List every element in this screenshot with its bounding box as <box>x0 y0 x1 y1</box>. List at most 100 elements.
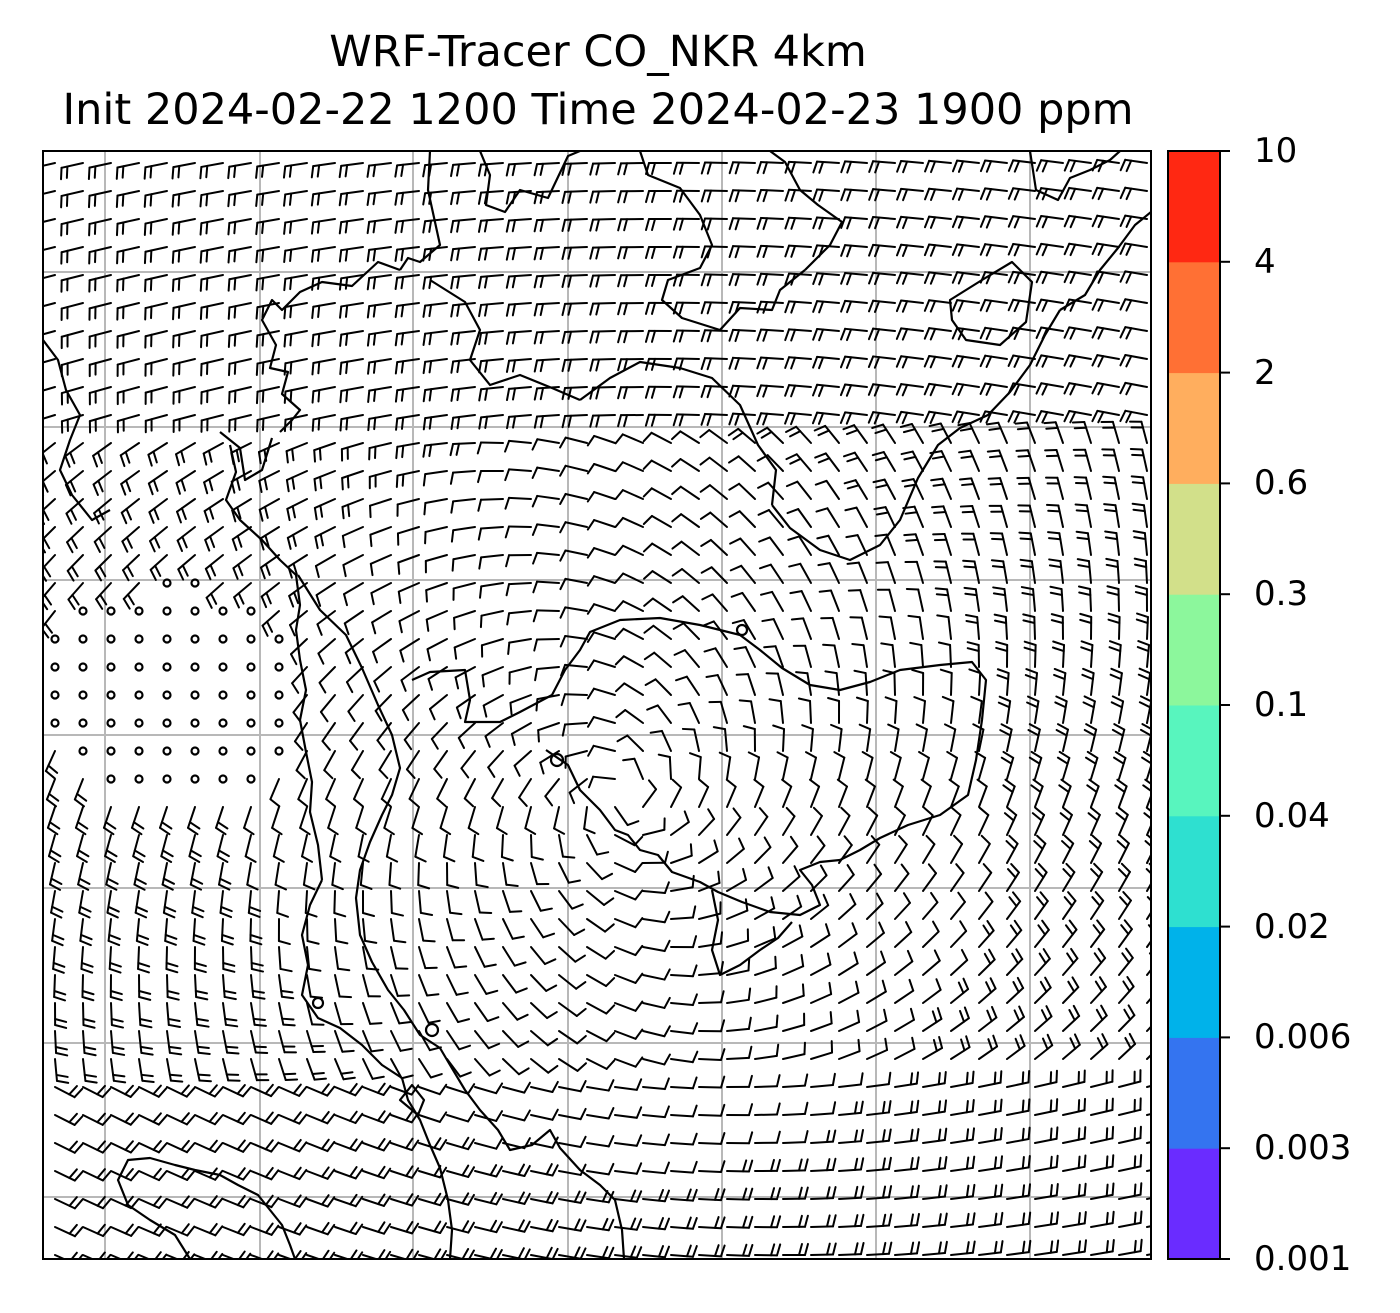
wind-barb <box>418 1083 448 1096</box>
calm-wind-circle <box>106 662 116 672</box>
wind-barb <box>54 1140 84 1154</box>
wind-barb <box>586 462 616 475</box>
wind-barb <box>810 952 832 976</box>
wind-barb <box>82 1195 112 1210</box>
wind-barb <box>60 358 84 378</box>
wind-barb <box>481 666 504 688</box>
wind-barb <box>589 162 616 176</box>
wind-barb <box>950 863 965 892</box>
wind-barb <box>824 670 840 696</box>
wind-barb <box>227 302 252 320</box>
wind-barb <box>250 1166 280 1181</box>
wind-barb <box>137 946 151 974</box>
wind-barb <box>383 806 395 836</box>
wind-barb <box>43 386 56 392</box>
wind-barb <box>904 560 924 584</box>
wind-barb <box>341 470 364 491</box>
wind-barb <box>414 834 427 863</box>
wind-barb <box>172 386 196 405</box>
wind-barb <box>222 1194 252 1209</box>
colorbar-tick-label: 4 <box>1254 241 1276 282</box>
wind-barb <box>726 1131 754 1145</box>
wind-barb <box>614 1028 644 1040</box>
wind-barb <box>418 1002 441 1024</box>
wind-barb <box>283 190 308 207</box>
wind-barb <box>1062 1097 1087 1116</box>
wind-barb <box>649 729 672 752</box>
wind-barb <box>362 1110 392 1124</box>
wind-barb <box>923 215 952 229</box>
wind-barb <box>784 272 812 286</box>
wind-barb <box>1091 214 1120 229</box>
wind-barb <box>561 414 588 429</box>
wind-barb <box>477 246 504 262</box>
wind-barb <box>505 246 532 261</box>
wind-barb <box>166 1058 184 1083</box>
wind-barb <box>1137 667 1151 696</box>
wind-barb <box>644 301 672 315</box>
wind-barb <box>817 562 840 584</box>
wind-barb <box>614 1245 643 1259</box>
wind-barb <box>1135 612 1149 640</box>
wind-barb <box>54 1002 68 1029</box>
wind-barb <box>171 190 196 208</box>
wind-barb <box>700 245 728 259</box>
wind-barb <box>418 1030 442 1052</box>
wind-barb <box>255 302 280 320</box>
wind-barb <box>362 1165 392 1180</box>
wind-barb <box>505 330 532 345</box>
wind-barb <box>728 482 756 500</box>
wind-barb <box>895 355 924 369</box>
wind-barb <box>505 274 532 289</box>
wind-barb <box>642 1105 670 1119</box>
wind-barb <box>923 243 952 257</box>
wind-barb <box>505 386 532 402</box>
wind-barb <box>418 1058 443 1079</box>
wind-barb <box>250 1139 280 1153</box>
wind-barb <box>339 302 364 319</box>
wind-barb <box>754 955 777 976</box>
wind-barb <box>996 668 1010 696</box>
wind-barb <box>228 386 252 405</box>
wind-barb <box>376 722 392 751</box>
wind-barb <box>43 246 56 252</box>
wind-barb <box>1000 750 1015 780</box>
wind-barb <box>700 566 728 584</box>
wind-barb <box>362 1058 385 1080</box>
wind-barb <box>530 890 553 912</box>
wind-barb <box>293 722 308 751</box>
wind-barb <box>1063 409 1092 424</box>
wind-barb <box>840 244 868 258</box>
wind-barb <box>176 526 196 553</box>
wind-barb <box>390 1109 420 1124</box>
colorbar-tick-label: 0.04 <box>1254 795 1330 836</box>
wind-barb <box>166 974 180 1001</box>
wind-barb <box>51 918 65 947</box>
wind-barb <box>306 1030 326 1054</box>
wind-barb <box>418 1137 448 1151</box>
wind-barb <box>220 918 235 946</box>
wind-barb <box>1007 382 1036 396</box>
wind-barb <box>478 386 504 402</box>
wind-barb <box>449 470 476 485</box>
wind-barb <box>868 243 896 258</box>
wind-barb <box>950 1183 976 1200</box>
wind-barb <box>484 722 504 748</box>
wind-barb <box>950 948 969 976</box>
wind-barb <box>1082 695 1096 724</box>
wind-barb <box>110 1112 140 1126</box>
wind-barb <box>922 891 939 920</box>
wind-barb <box>269 778 281 808</box>
wind-barb <box>726 928 750 948</box>
wind-barb <box>812 160 840 174</box>
wind-barb <box>82 1140 112 1154</box>
wind-barb <box>450 246 476 262</box>
wind-barb <box>670 1216 698 1230</box>
wind-barb <box>450 498 476 514</box>
wind-barb <box>875 561 896 584</box>
wind-barb <box>871 423 896 444</box>
wind-barb <box>758 563 784 584</box>
wind-barb <box>334 946 351 972</box>
wind-barb <box>978 1155 1004 1172</box>
colorbar <box>1167 150 1230 1260</box>
